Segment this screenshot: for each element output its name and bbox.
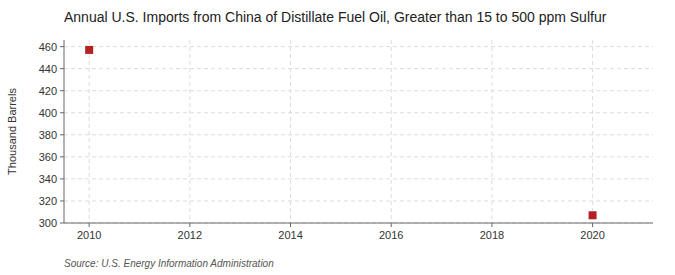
y-tick	[60, 156, 64, 157]
source-note: Source: U.S. Energy Information Administ…	[64, 258, 274, 269]
grid-line-y	[64, 112, 653, 113]
grid-line-x	[391, 40, 392, 223]
chart: 2010 2012 2014 2016 2018 2020 300 320 340 360 380 4…	[0, 0, 675, 275]
points	[85, 46, 596, 219]
y-tick-label: 380	[39, 129, 57, 141]
x-tick-label: 2018	[480, 229, 504, 241]
x-tick	[491, 223, 492, 227]
grid-line-y	[64, 134, 653, 135]
y-tick-label: 400	[39, 107, 57, 119]
grid-line-x	[290, 40, 291, 223]
grid-line-y	[64, 46, 653, 47]
grid	[64, 40, 653, 223]
x-tick	[290, 223, 291, 227]
x-tick	[89, 223, 90, 227]
y-tick	[60, 178, 64, 179]
x-tick-label: 2020	[580, 229, 604, 241]
y-tick-label: 300	[39, 217, 57, 229]
y-tick-label: 320	[39, 195, 57, 207]
x-tick	[592, 223, 593, 227]
y-tick-label: 440	[39, 63, 57, 75]
grid-line-y	[64, 223, 653, 224]
y-tick-label: 460	[39, 41, 57, 53]
y-tick	[60, 134, 64, 135]
y-axis-label: Thousand Barrels	[6, 88, 18, 175]
x-tick	[391, 223, 392, 227]
y-tick	[60, 200, 64, 201]
y-tick	[60, 112, 64, 113]
point	[589, 211, 597, 219]
grid-line-x	[189, 40, 190, 223]
grid-line-x	[592, 40, 593, 223]
x-tick-label: 2010	[77, 229, 101, 241]
grid-line-y	[64, 68, 653, 69]
grid-line-y	[64, 156, 653, 157]
point	[85, 46, 93, 54]
y-axis-line	[64, 40, 65, 223]
y-tick-label: 420	[39, 85, 57, 97]
axes: 2010 2012 2014 2016 2018 2020 300 320 340 360 380 4…	[39, 41, 605, 241]
x-tick	[189, 223, 190, 227]
title: Annual U.S. Imports from China of Distil…	[64, 9, 607, 25]
grid-line-y	[64, 200, 653, 201]
x-axis-line	[64, 223, 653, 224]
y-tick	[60, 68, 64, 69]
y-tick-label: 360	[39, 151, 57, 163]
grid-line-y	[64, 90, 653, 91]
grid-line-x	[89, 40, 90, 223]
y-tick-label: 340	[39, 173, 57, 185]
grid-line-x	[491, 40, 492, 223]
grid-line-y	[64, 178, 653, 179]
y-tick	[60, 46, 64, 47]
x-tick-label: 2014	[278, 229, 302, 241]
x-tick-label: 2012	[178, 229, 202, 241]
y-tick	[60, 223, 64, 224]
y-tick	[60, 90, 64, 91]
x-tick-label: 2016	[379, 229, 403, 241]
